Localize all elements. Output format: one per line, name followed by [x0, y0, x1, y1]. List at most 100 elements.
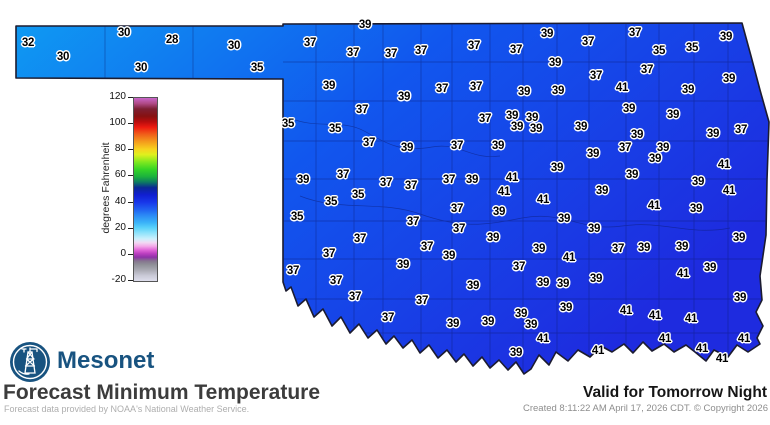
temperature-label: 37: [415, 45, 427, 57]
temperature-label: 37: [421, 241, 433, 253]
temperature-label: 39: [631, 129, 643, 141]
temperature-label: 39: [720, 31, 732, 43]
temperature-label: 37: [590, 70, 602, 82]
temperature-label: 39: [401, 142, 413, 154]
temperature-label: 39: [667, 109, 679, 121]
temperature-label: 39: [638, 242, 650, 254]
temperature-label: 39: [723, 73, 735, 85]
temperature-label: 39: [397, 259, 409, 271]
temperature-label: 39: [467, 280, 479, 292]
legend-tick-label: 60: [86, 169, 126, 180]
temperature-label: 39: [533, 243, 545, 255]
temperature-label: 39: [704, 262, 716, 274]
temperature-label: 39: [692, 176, 704, 188]
temperature-label: 39: [537, 277, 549, 289]
temperature-label: 39: [443, 250, 455, 262]
legend-tick-label: -20: [86, 274, 126, 285]
temperature-label: 35: [653, 45, 665, 57]
temperature-label: 28: [166, 34, 178, 46]
temperature-label: 41: [563, 252, 575, 264]
temperature-label: 35: [329, 123, 341, 135]
temperature-label: 39: [676, 241, 688, 253]
temperature-label: 39: [487, 232, 499, 244]
temperature-label: 41: [537, 333, 549, 345]
page-title: Forecast Minimum Temperature: [3, 381, 320, 405]
temperature-label: 39: [587, 148, 599, 160]
temperature-label: 39: [482, 316, 494, 328]
temperature-label: 39: [682, 84, 694, 96]
temperature-label: 39: [560, 302, 572, 314]
temperature-label: 39: [733, 232, 745, 244]
temperature-label: 37: [468, 40, 480, 52]
temperature-label: 35: [325, 196, 337, 208]
temperature-label: 39: [466, 174, 478, 186]
temperature-label: 41: [506, 172, 518, 184]
temperature-label: 39: [588, 223, 600, 235]
data-source-note: Forecast data provided by NOAA's Nationa…: [4, 404, 249, 414]
temperature-label: 39: [690, 203, 702, 215]
legend-tick-mark: [128, 97, 133, 98]
temperature-label: 41: [685, 313, 697, 325]
temperature-label: 39: [447, 318, 459, 330]
legend-tick-label: 0: [86, 248, 126, 259]
legend-tick-mark: [128, 202, 133, 203]
temperature-label: 39: [558, 213, 570, 225]
temperature-label: 37: [407, 216, 419, 228]
temperature-label: 37: [363, 137, 375, 149]
temperature-label: 37: [612, 243, 624, 255]
temperature-label: 41: [537, 194, 549, 206]
temperature-label: 35: [251, 62, 263, 74]
legend-tick-mark: [128, 149, 133, 150]
temperature-label: 39: [596, 185, 608, 197]
temperature-label: 39: [549, 57, 561, 69]
temperature-label: 32: [22, 37, 34, 49]
temperature-label: 39: [510, 347, 522, 359]
temperature-label: 39: [492, 140, 504, 152]
temperature-label: 37: [356, 104, 368, 116]
legend-tick-label: 100: [86, 117, 126, 128]
legend-tick-label: 20: [86, 222, 126, 233]
temperature-label: 39: [707, 128, 719, 140]
temperature-label: 37: [337, 169, 349, 181]
validity-label: Valid for Tomorrow Night: [583, 384, 767, 402]
temperature-label: 37: [513, 261, 525, 273]
temperature-label: 39: [359, 19, 371, 31]
temperature-label: 39: [649, 153, 661, 165]
temperature-label: 39: [530, 123, 542, 135]
temperature-label: 39: [398, 91, 410, 103]
temperature-label: 37: [347, 47, 359, 59]
mesonet-logo-icon: [9, 341, 51, 383]
temperature-label: 39: [551, 162, 563, 174]
legend-colorbar: [133, 97, 158, 282]
temperature-label: 41: [620, 305, 632, 317]
legend-tick-mark: [128, 228, 133, 229]
temperature-label: 37: [354, 233, 366, 245]
temperature-label: 37: [470, 81, 482, 93]
temperature-label: 37: [380, 177, 392, 189]
temperature-label: 41: [696, 343, 708, 355]
temperature-label: 35: [291, 211, 303, 223]
temperature-label: 39: [575, 121, 587, 133]
temperature-label: 37: [323, 248, 335, 260]
temperature-label: 37: [287, 265, 299, 277]
temperature-label: 39: [623, 103, 635, 115]
temperature-label: 37: [330, 275, 342, 287]
temperature-label: 41: [498, 186, 510, 198]
mesonet-logo-text[interactable]: Mesonet: [57, 347, 154, 375]
legend-tick-label: 40: [86, 196, 126, 207]
temperature-label: 39: [552, 85, 564, 97]
legend-axis-label: degrees Fahrenheit: [100, 142, 112, 234]
temperature-label: 37: [629, 27, 641, 39]
temperature-label: 37: [349, 291, 361, 303]
temperature-label: 39: [626, 169, 638, 181]
temperature-label: 37: [453, 223, 465, 235]
temperature-label: 30: [228, 40, 240, 52]
temperature-label: 39: [525, 319, 537, 331]
temperature-label: 41: [616, 82, 628, 94]
temperature-label: 41: [718, 159, 730, 171]
legend-tick-mark: [128, 175, 133, 176]
temperature-label: 41: [659, 333, 671, 345]
temperature-label: 30: [57, 51, 69, 63]
temperature-label: 41: [738, 333, 750, 345]
temperature-label: 37: [443, 174, 455, 186]
